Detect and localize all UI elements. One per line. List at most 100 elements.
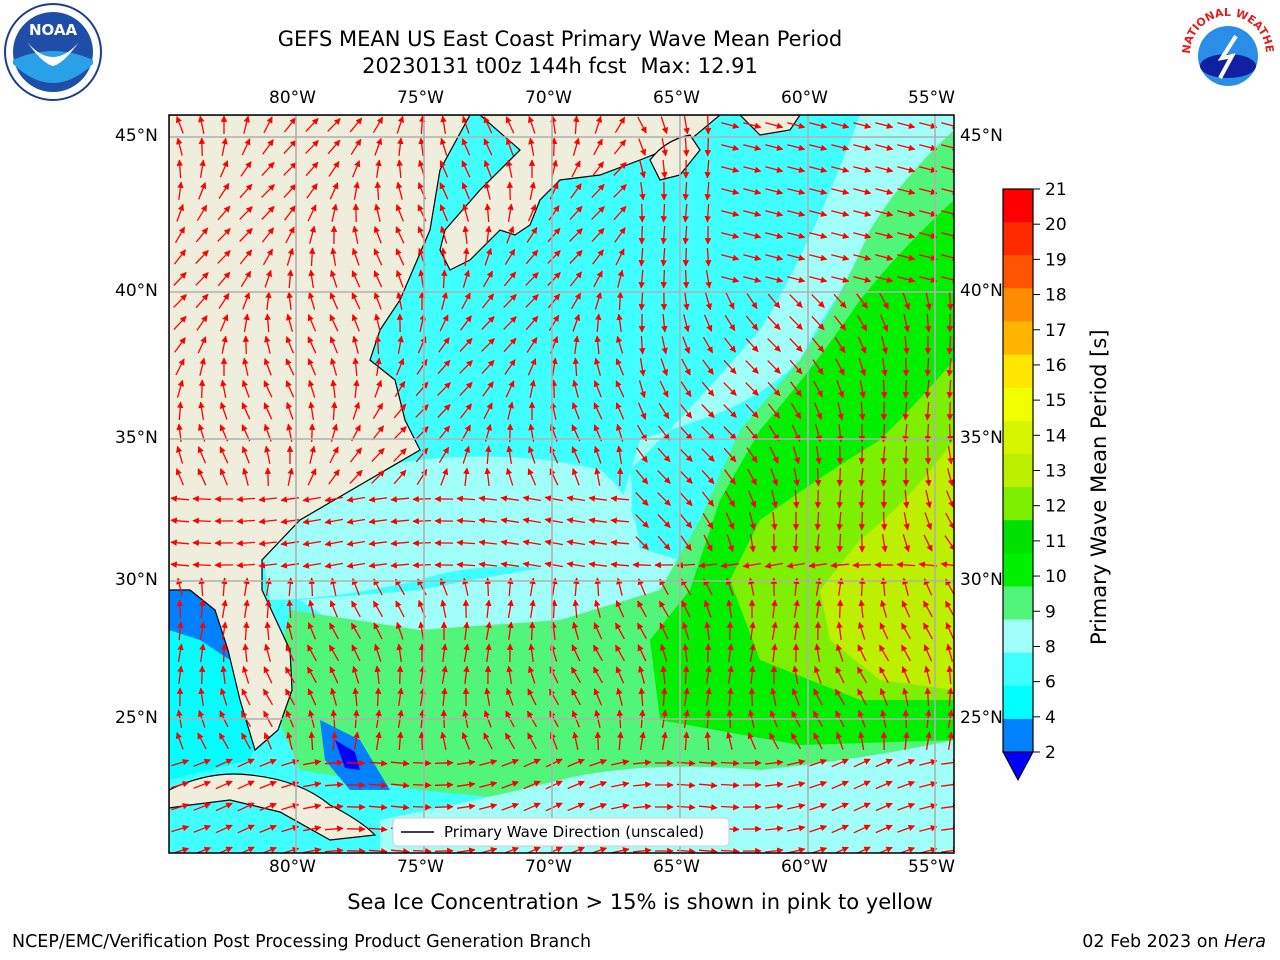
wave-arrow bbox=[547, 272, 561, 286]
wave-arrow bbox=[526, 226, 538, 243]
wave-arrow bbox=[176, 137, 183, 156]
wave-arrow bbox=[680, 381, 692, 398]
wave-arrow bbox=[765, 847, 784, 853]
wave-arrow bbox=[286, 621, 293, 640]
wave-arrow bbox=[682, 643, 689, 662]
wave-arrow bbox=[434, 847, 454, 853]
wave-arrow bbox=[924, 512, 933, 531]
wave-arrow bbox=[745, 337, 759, 353]
wave-arrow bbox=[941, 144, 954, 151]
wave-arrow bbox=[330, 687, 338, 706]
wave-arrow bbox=[456, 561, 476, 569]
wave-arrow bbox=[193, 780, 212, 789]
wave-arrow bbox=[701, 469, 715, 485]
wave-arrow bbox=[853, 824, 871, 834]
wave-arrow bbox=[610, 517, 630, 524]
wave-arrow bbox=[571, 621, 580, 640]
wave-arrow bbox=[262, 248, 274, 266]
wave-arrow bbox=[588, 561, 607, 568]
wave-arrow bbox=[239, 249, 253, 265]
wave-arrow bbox=[241, 732, 251, 750]
wave-arrow bbox=[504, 359, 516, 375]
wave-arrow bbox=[919, 166, 938, 173]
wave-arrow bbox=[771, 512, 778, 531]
wave-arrow bbox=[875, 780, 893, 790]
wave-arrow bbox=[239, 206, 253, 220]
colorbar-segment bbox=[1003, 453, 1033, 488]
wave-arrow bbox=[192, 517, 212, 525]
wave-arrow bbox=[636, 424, 648, 442]
wave-arrow bbox=[632, 803, 652, 810]
wave-arrow bbox=[525, 294, 539, 308]
wave-arrow bbox=[171, 802, 190, 811]
wave-arrow bbox=[661, 313, 668, 333]
wave-arrow bbox=[836, 533, 844, 553]
wave-arrow bbox=[303, 847, 322, 853]
wave-arrow bbox=[264, 313, 271, 333]
wave-arrow bbox=[924, 665, 931, 684]
wave-arrow bbox=[416, 468, 428, 485]
wave-arrow bbox=[701, 448, 715, 462]
wave-arrow bbox=[831, 210, 850, 217]
wave-arrow bbox=[724, 490, 736, 508]
wave-arrow bbox=[547, 250, 561, 264]
noaa-logo-icon: NOAA bbox=[4, 3, 102, 101]
wave-arrow bbox=[241, 445, 250, 464]
wave-arrow bbox=[566, 517, 586, 524]
wave-arrow bbox=[701, 426, 715, 440]
wave-arrow bbox=[787, 254, 806, 261]
wave-arrow bbox=[483, 116, 493, 134]
wave-arrow bbox=[588, 495, 607, 502]
wave-arrow bbox=[285, 358, 295, 376]
wave-arrow bbox=[768, 425, 780, 442]
wave-arrow bbox=[236, 517, 256, 525]
wave-arrow bbox=[393, 469, 407, 485]
colorbar-tick-label: 14 bbox=[1045, 426, 1067, 446]
wave-arrow bbox=[368, 782, 388, 789]
wave-arrow bbox=[918, 561, 937, 568]
wave-arrow bbox=[307, 644, 317, 662]
colorbar-segment bbox=[1003, 354, 1033, 389]
wave-arrow bbox=[594, 731, 602, 751]
wave-arrow bbox=[219, 314, 229, 332]
wave-arrow bbox=[831, 166, 850, 173]
wave-arrow bbox=[368, 562, 387, 569]
wave-arrow bbox=[793, 599, 800, 619]
wave-arrow bbox=[919, 122, 938, 129]
map-plot-area bbox=[169, 115, 954, 853]
wave-arrow bbox=[703, 534, 713, 552]
wave-arrow bbox=[765, 803, 784, 810]
wave-arrow bbox=[572, 115, 580, 135]
wave-arrow bbox=[638, 335, 646, 355]
wave-arrow bbox=[525, 272, 539, 286]
wave-arrow bbox=[437, 359, 451, 375]
wave-arrow bbox=[390, 518, 410, 525]
wave-arrow bbox=[351, 270, 361, 288]
wave-arrow bbox=[571, 688, 581, 706]
wave-arrow bbox=[743, 122, 762, 129]
wave-arrow bbox=[836, 511, 843, 531]
wave-arrow bbox=[593, 622, 603, 640]
wave-arrow bbox=[858, 489, 865, 509]
wave-arrow bbox=[638, 291, 646, 311]
wave-arrow bbox=[198, 665, 206, 685]
wave-arrow bbox=[853, 802, 871, 812]
wave-arrow bbox=[812, 359, 824, 375]
wave-arrow bbox=[789, 294, 803, 308]
wave-arrow bbox=[595, 313, 602, 333]
wave-arrow bbox=[283, 139, 297, 155]
wave-arrow bbox=[591, 183, 605, 199]
colorbar-segment bbox=[1003, 487, 1033, 521]
wave-arrow bbox=[259, 780, 277, 790]
wave-arrow bbox=[177, 181, 184, 200]
wave-arrow bbox=[459, 381, 473, 397]
wave-arrow bbox=[793, 621, 800, 640]
wave-arrow bbox=[330, 357, 338, 376]
wave-arrow bbox=[330, 247, 337, 267]
wave-arrow bbox=[661, 731, 668, 751]
wave-arrow bbox=[594, 357, 602, 376]
wave-arrow bbox=[836, 599, 844, 619]
wave-arrow bbox=[457, 781, 476, 788]
wave-arrow bbox=[544, 517, 564, 524]
wave-arrow bbox=[459, 337, 473, 353]
